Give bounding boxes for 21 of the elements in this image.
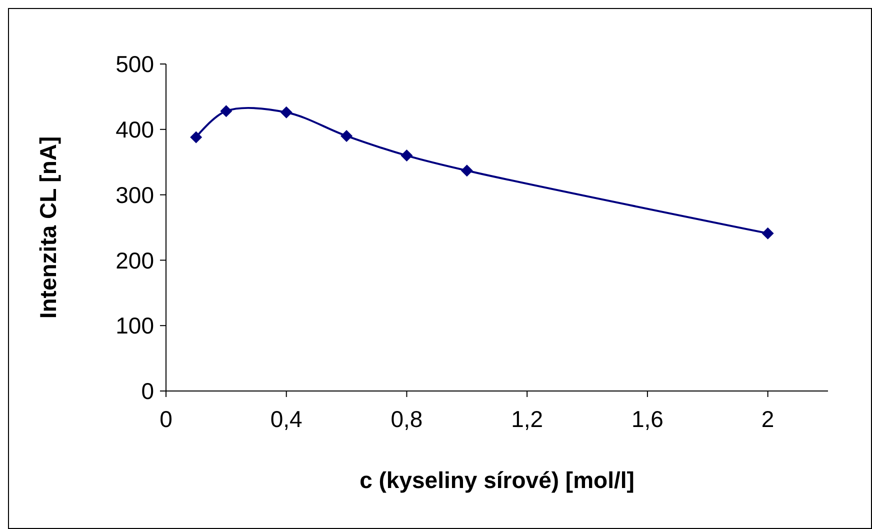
y-tick-label: 300 (116, 182, 154, 208)
y-tick-label: 100 (116, 312, 154, 339)
point (340, 130, 353, 142)
y-tick-label: 0 (141, 378, 154, 404)
point (190, 131, 202, 144)
point (460, 164, 473, 177)
point (762, 227, 774, 240)
x-tick-label: 1,2 (511, 406, 544, 432)
y-tick-label: 200 (116, 247, 154, 274)
x-axis-title: c (kyseliny sírové) [mol/l] (360, 467, 634, 493)
point (280, 106, 292, 118)
x-tick-label: 0,8 (390, 406, 423, 432)
x-tick-label: 1,6 (631, 406, 664, 432)
x-tick-label: 2 (761, 406, 774, 432)
x-tick-label: 0 (160, 406, 172, 432)
x-tick-label: 0,4 (270, 406, 303, 432)
y-tick-label: 500 (116, 51, 154, 78)
y-axis-title: Intenzita CL [nA] (35, 136, 61, 319)
point (220, 105, 232, 118)
point (400, 150, 413, 162)
y-tick-label: 400 (116, 116, 154, 142)
